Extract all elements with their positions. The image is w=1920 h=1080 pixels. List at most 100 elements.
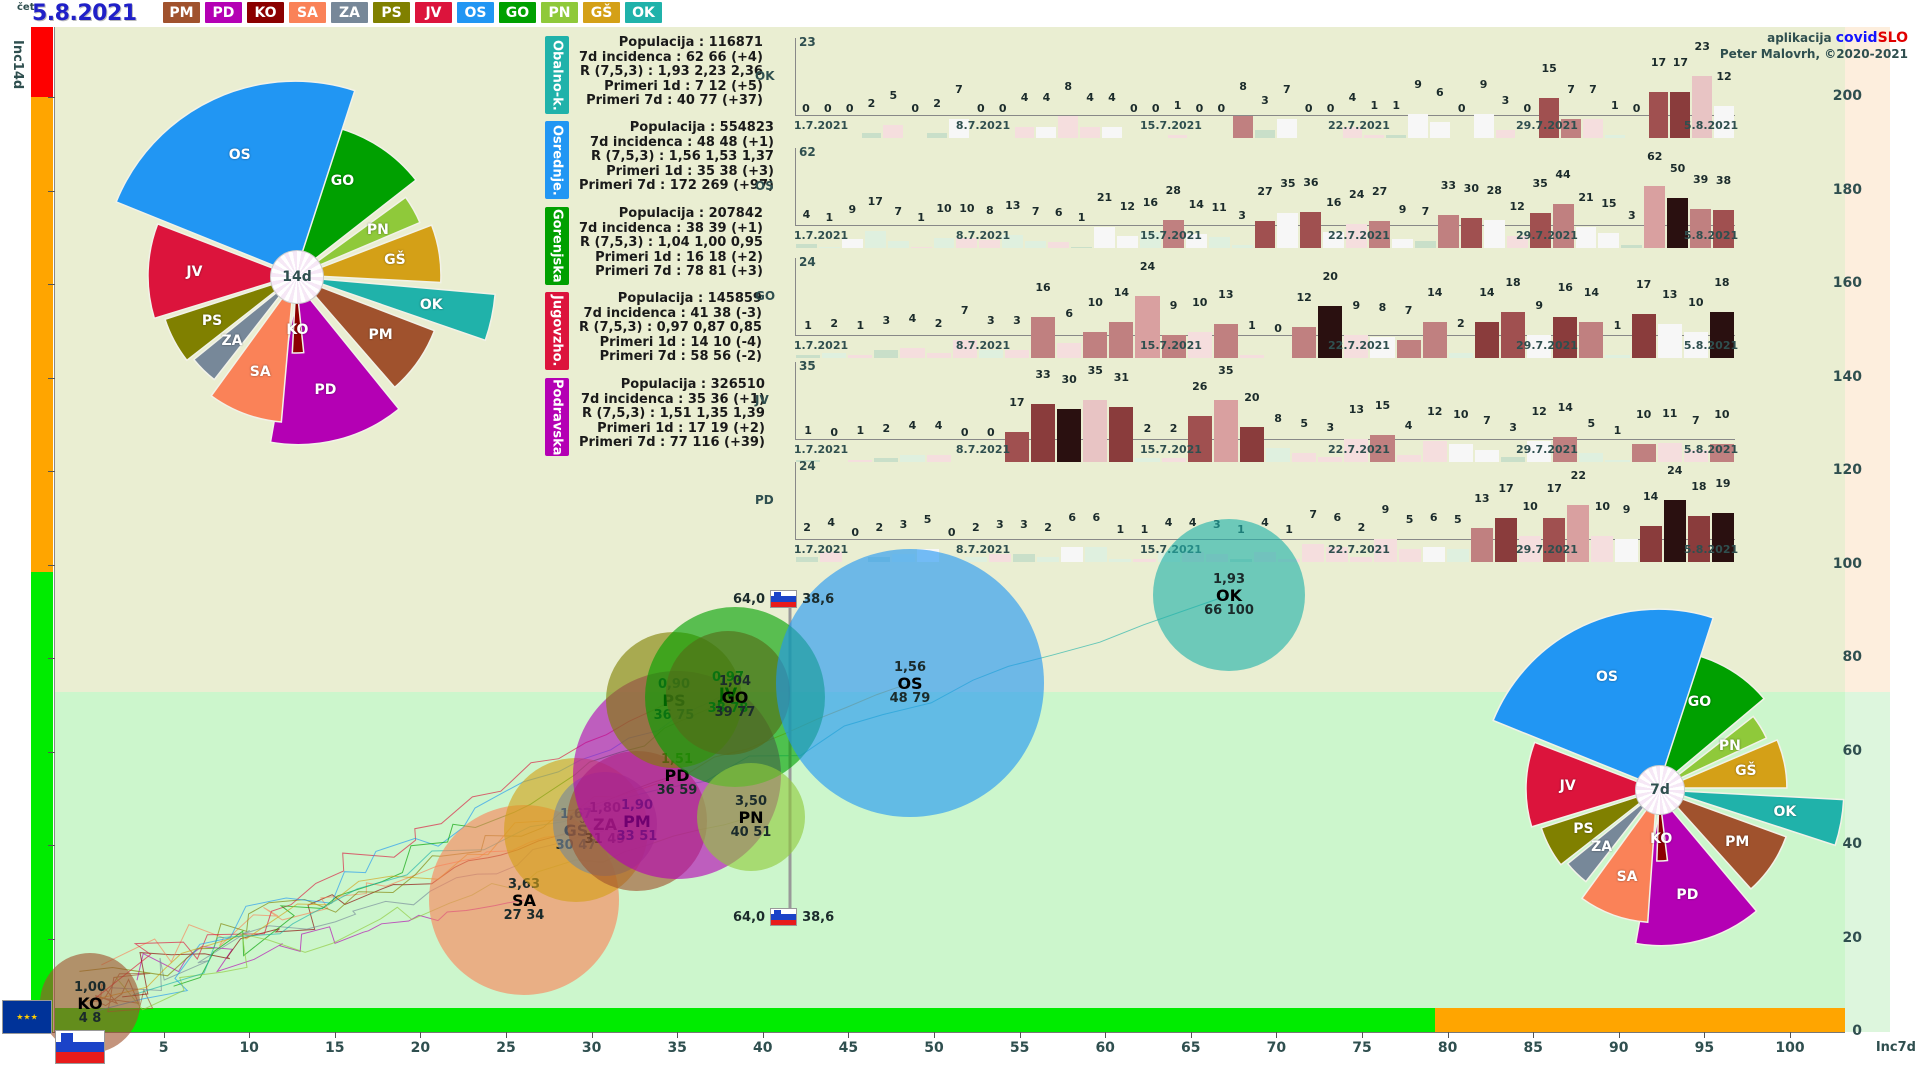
mini-chart-bar-value: 1: [1173, 99, 1182, 113]
mini-chart-bar: [926, 352, 951, 358]
region-chip-go[interactable]: GO: [499, 2, 536, 23]
mini-chart-bar-value: 0: [911, 102, 920, 115]
mini-chart-bar-value: 0: [1195, 102, 1204, 115]
slovenia-flag-icon-small: [770, 908, 798, 926]
y-tick-180: 180: [1832, 181, 1862, 198]
mini-chart-go: GO 24 1 2 1 3 4 2 7 3 3 16 6 10 14 24 9 10 13 1 0 12 20 9 8 7 14 2 1…: [755, 255, 1738, 358]
region-chip-ok[interactable]: OK: [625, 2, 662, 23]
region-panel-jv[interactable]: Jugovzho. Populacija : 145859 7d incidenc…: [545, 291, 762, 370]
pie-slice-label-za: ZA: [1591, 839, 1613, 856]
region-chip-jv[interactable]: JV: [415, 2, 452, 23]
mini-chart-ymax-label: 62: [799, 145, 816, 159]
mini-chart-bar-value: 39: [1692, 173, 1709, 186]
mini-chart-bar-value: 6: [1054, 206, 1063, 219]
region-tab-go[interactable]: Gorenjska: [545, 207, 569, 285]
pie-center-14d[interactable]: 14d: [270, 250, 324, 304]
bubble-code: OS: [897, 673, 923, 693]
mini-chart-bar: [796, 556, 819, 562]
pie-center-7d[interactable]: 7d: [1635, 765, 1685, 815]
region-panel-pd[interactable]: Podravska Populacija : 326510 7d incidenc…: [545, 377, 765, 456]
mini-chart-bar-value: 0: [1151, 102, 1160, 115]
mini-chart-bar: [1506, 236, 1528, 248]
mini-chart-bar-value: 11: [1211, 201, 1227, 214]
region-tab-jv[interactable]: Jugovzho.: [545, 292, 569, 370]
region-chip-sa[interactable]: SA: [289, 2, 326, 23]
pie-slice-label-jv: JV: [186, 264, 203, 281]
x-axis-label: Inc7d: [1875, 1040, 1916, 1055]
region-stats-go: Populacija : 207842 7d incidenca : 38 39…: [579, 206, 763, 280]
mini-chart-ymax-label: 23: [799, 35, 816, 49]
mini-chart-bar: [1392, 239, 1414, 248]
mini-chart-bar-value: 2: [1457, 316, 1465, 330]
mini-chart-bar: [1025, 241, 1047, 248]
risk-strip-x-green: [55, 1008, 1435, 1032]
region-tab-ok[interactable]: Obalno-k.: [545, 36, 569, 114]
slovenia-marker-y: 38,6: [802, 909, 835, 925]
mini-chart-bar: [979, 240, 1001, 248]
mini-chart-bar-value: 7: [1567, 83, 1575, 97]
mini-chart-bar-value: 13: [1348, 402, 1365, 416]
region-chip-ps[interactable]: PS: [373, 2, 410, 23]
region-tab-os[interactable]: Osrednje.: [545, 121, 569, 199]
mini-chart-bar: [1300, 212, 1322, 248]
x-tickmark: [1019, 1032, 1021, 1038]
region-panel-go[interactable]: Gorenjska Populacija : 207842 7d incidenc…: [545, 206, 763, 285]
region-tab-pd[interactable]: Podravska: [545, 378, 569, 456]
x-tick-45: 45: [838, 1040, 859, 1056]
mini-chart-bar-value: 4: [802, 208, 811, 221]
x-tick-40: 40: [753, 1040, 773, 1056]
plot-band-right-upper: [1845, 27, 1890, 692]
bubble-ok[interactable]: [1153, 519, 1305, 671]
mini-chart-bar-value: 2: [971, 520, 980, 534]
mini-chart-bar-value: 27: [1257, 185, 1273, 198]
mini-chart-date-tick: 5.8.2021: [1683, 443, 1739, 456]
mini-chart-bar-value: 0: [1457, 102, 1466, 115]
mini-chart-date-tick: 8.7.2021: [955, 339, 1011, 352]
mini-chart-bar: [1167, 135, 1188, 138]
mini-chart-bar-value: 4: [1261, 515, 1269, 529]
mini-chart-bar: [887, 241, 909, 248]
region-chip-os[interactable]: OS: [457, 2, 494, 23]
mini-chart-bar: [1318, 306, 1343, 358]
mini-chart-bar: [1408, 113, 1428, 138]
x-axis-line: [55, 1032, 1845, 1033]
region-chip-pm[interactable]: PM: [163, 2, 200, 23]
mini-chart-bar-value: 2: [867, 96, 876, 110]
region-panel-os[interactable]: Osrednje. Populacija : 554823 7d incidenc…: [545, 120, 774, 199]
x-tick-55: 55: [1009, 1040, 1030, 1056]
region-chip-ko[interactable]: KO: [247, 2, 284, 23]
bubble-os[interactable]: [776, 549, 1044, 817]
bubble-r-value: 3,50: [734, 793, 768, 809]
mini-chart-bar-value: 16: [1557, 280, 1573, 294]
region-chip-gš[interactable]: GŠ: [583, 2, 620, 23]
pie-slice-label-sa: SA: [1616, 868, 1638, 885]
mini-chart-bar-value: 1: [1077, 211, 1086, 224]
mini-chart-bar: [848, 460, 873, 462]
region-chip-pd[interactable]: PD: [205, 2, 242, 23]
mini-chart-bar-value: 5: [1300, 417, 1308, 431]
mini-chart-bar-value: 0: [1274, 322, 1282, 335]
mini-chart-bar-value: 5: [1587, 417, 1596, 431]
mini-chart-bar-value: 3: [1501, 93, 1510, 107]
x-tick-5: 5: [158, 1040, 169, 1056]
mini-chart-bar: [1670, 92, 1691, 138]
mini-chart-bar-value: 4: [934, 418, 943, 432]
mini-chart-bar: [822, 352, 847, 358]
region-chip-row[interactable]: PM PD KO SA ZA PS JV OS GO PN GŠ OK: [163, 2, 662, 24]
region-chip-pn[interactable]: PN: [541, 2, 578, 23]
region-panel-ok[interactable]: Obalno-k. Populacija : 116871 7d incidenc…: [545, 35, 763, 114]
pie-slice-label-go: GO: [1687, 694, 1712, 711]
mini-chart-bar-value: 2: [933, 96, 941, 110]
x-tick-50: 50: [924, 1040, 944, 1056]
mini-chart-bar: [978, 350, 1003, 358]
mini-chart-bar-value: 0: [1326, 102, 1335, 115]
bubble-pn[interactable]: [697, 763, 805, 871]
region-chip-za[interactable]: ZA: [331, 2, 368, 23]
bubble-r-value: 1,56: [893, 659, 927, 675]
mini-chart-bar-value: 1: [1285, 523, 1293, 537]
mini-chart-bar-value: 3: [899, 518, 908, 532]
mini-chart-bar: [1231, 245, 1253, 248]
mini-chart-bar: [949, 119, 969, 138]
pie-slice-label-ps: PS: [1573, 821, 1594, 838]
pie-slice-label-ko: KO: [286, 321, 309, 338]
